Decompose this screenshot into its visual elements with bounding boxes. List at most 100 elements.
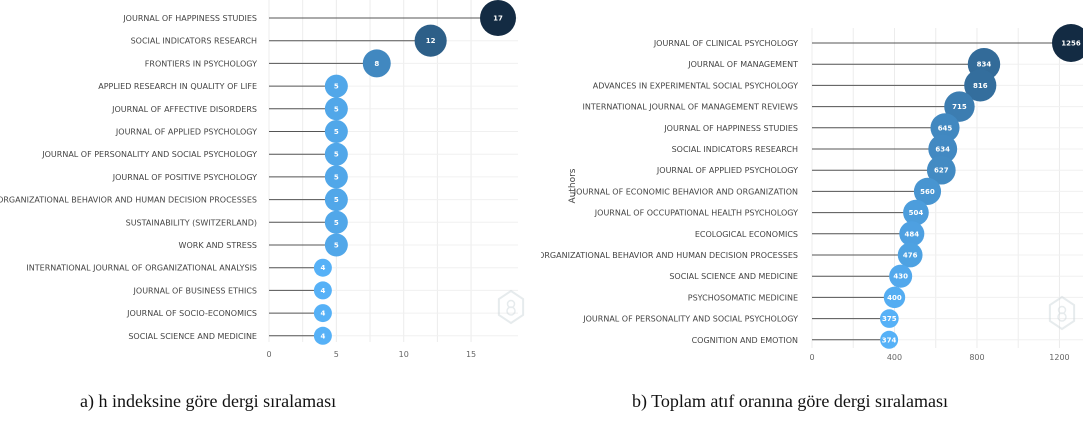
category-label: ORGANIZATIONAL BEHAVIOR AND HUMAN DECISI… <box>0 196 257 205</box>
value-label: 5 <box>334 242 339 250</box>
value-label: 5 <box>334 83 339 91</box>
lollipop-point <box>899 221 925 247</box>
value-label: 17 <box>493 15 503 23</box>
lollipop-point <box>913 177 942 205</box>
category-label: WORK AND STRESS <box>179 241 257 250</box>
lollipop-point <box>324 97 348 121</box>
category-label: SOCIAL INDICATORS RESEARCH <box>672 145 798 154</box>
value-label: 816 <box>973 82 988 90</box>
value-label: 1256 <box>1061 40 1081 48</box>
lollipop-point <box>897 242 923 268</box>
value-label: 504 <box>909 209 924 217</box>
value-label: 4 <box>320 332 325 340</box>
lollipop-point <box>883 286 906 309</box>
lollipop-point <box>313 258 332 277</box>
category-label: PSYCHOSOMATIC MEDICINE <box>688 293 798 302</box>
value-label: 400 <box>887 294 902 302</box>
category-label: JOURNAL OF PERSONALITY AND SOCIAL PSYCHO… <box>41 150 257 159</box>
lollipop-point <box>414 24 447 57</box>
category-label: INTERNATIONAL JOURNAL OF MANAGEMENT REVI… <box>583 103 798 112</box>
value-label: 5 <box>334 105 339 113</box>
x-tick-label: 15 <box>466 350 476 359</box>
category-label: SOCIAL SCIENCE AND MEDICINE <box>128 332 257 341</box>
chart-total-citations: 0 400 800 1200 Authors JOURNAL OF CLINICAL PS… <box>541 24 1083 362</box>
value-label: 374 <box>882 336 897 344</box>
category-label: ECOLOGICAL ECONOMICS <box>695 230 798 239</box>
x-tick-label: 0 <box>266 350 271 359</box>
category-label: APPLIED RESEARCH IN QUALITY OF LIFE <box>98 82 257 91</box>
lollipop-point <box>903 199 929 226</box>
lollipop-point <box>964 69 997 102</box>
x-tick-label: 800 <box>969 353 984 362</box>
lollipop-point <box>324 165 348 189</box>
value-label: 4 <box>320 310 325 318</box>
value-label: 715 <box>952 103 967 111</box>
y-axis-label: Authors <box>568 168 578 203</box>
value-label: 4 <box>320 264 325 272</box>
lollipop-point <box>313 281 332 300</box>
x-tick-label: 10 <box>399 350 409 359</box>
value-label: 5 <box>334 196 339 204</box>
category-label: JOURNAL OF SOCIO-ECONOMICS <box>126 309 257 318</box>
category-label: COGNITION AND EMOTION <box>692 336 798 345</box>
lollipop-point <box>324 188 348 212</box>
category-label: SUSTAINABILITY (SWITZERLAND) <box>126 218 257 227</box>
category-label: JOURNAL OF POSITIVE PSYCHOLOGY <box>112 173 257 182</box>
lollipop-point <box>313 304 332 323</box>
category-label: JOURNAL OF OCCUPATIONAL HEALTH PSYCHOLOG… <box>594 209 798 218</box>
value-label: 484 <box>904 230 919 238</box>
value-label: 476 <box>903 252 918 260</box>
value-label: 375 <box>882 315 897 323</box>
lollipop-point <box>930 113 960 143</box>
category-label: JOURNAL OF HAPPINESS STUDIES <box>663 124 798 133</box>
caption-a: a) h indeksine göre dergi sıralaması <box>80 391 337 411</box>
value-label: 645 <box>938 124 953 132</box>
value-label: 5 <box>334 128 339 136</box>
value-label: 5 <box>334 173 339 181</box>
lollipop-point <box>1052 24 1083 62</box>
value-label: 4 <box>320 287 325 295</box>
lollipop-point <box>880 330 899 349</box>
x-tick-label: 400 <box>887 353 902 362</box>
x-tick-label: 5 <box>334 350 339 359</box>
value-label: 834 <box>977 61 992 69</box>
category-label: FRONTIERS IN PSYCHOLOGY <box>145 59 257 68</box>
lollipop-point <box>928 134 958 164</box>
category-label: JOURNAL OF APPLIED PSYCHOLOGY <box>115 128 257 137</box>
value-label: 430 <box>893 273 908 281</box>
watermark-logo <box>497 289 525 325</box>
caption-b: b) Toplam atıf oranına göre dergi sırala… <box>632 391 948 411</box>
category-label: JOURNAL OF BUSINESS ETHICS <box>133 286 257 295</box>
value-label: 634 <box>935 146 950 154</box>
category-label: ORGANIZATIONAL BEHAVIOR AND HUMAN DECISI… <box>541 251 798 260</box>
category-label: JOURNAL OF CLINICAL PSYCHOLOGY <box>653 39 798 48</box>
category-label: JOURNAL OF MANAGEMENT <box>687 60 798 69</box>
value-label: 5 <box>334 151 339 159</box>
lollipop-point <box>324 142 348 166</box>
category-label: SOCIAL SCIENCE AND MEDICINE <box>669 272 798 281</box>
category-label: JOURNAL OF AFFECTIVE DISORDERS <box>111 105 257 114</box>
category-label: JOURNAL OF PERSONALITY AND SOCIAL PSYCHO… <box>582 315 798 324</box>
category-label: JOURNAL OF APPLIED PSYCHOLOGY <box>656 166 798 175</box>
watermark-logo <box>1048 295 1076 331</box>
category-label: ADVANCES IN EXPERIMENTAL SOCIAL PSYCHOLO… <box>593 81 798 90</box>
lollipop-point <box>324 120 348 143</box>
value-label: 8 <box>374 60 379 68</box>
category-label: SOCIAL INDICATORS RESEARCH <box>131 37 257 46</box>
lollipop-point <box>313 326 332 345</box>
category-label: INTERNATIONAL JOURNAL OF ORGANIZATIONAL … <box>26 264 257 273</box>
value-label: 560 <box>920 188 935 196</box>
category-label: JOURNAL OF HAPPINESS STUDIES <box>122 14 257 23</box>
lollipop-point <box>324 210 348 234</box>
x-tick-label: 0 <box>809 353 814 362</box>
lollipop-point <box>889 264 913 288</box>
lollipop-point <box>926 155 956 185</box>
category-label: JOURNAL OF ECONOMIC BEHAVIOR AND ORGANIZ… <box>573 187 798 196</box>
lollipop-point <box>324 74 348 98</box>
chart-h-index: 0 5 10 15 JOURNAL OF HAPPINESS STUDIES 17 SOCI… <box>0 0 525 359</box>
lollipop-point <box>480 0 516 36</box>
value-label: 627 <box>934 167 949 175</box>
x-tick-label: 1200 <box>1049 353 1069 362</box>
lollipop-point <box>879 309 899 328</box>
lollipop-point <box>362 49 391 78</box>
